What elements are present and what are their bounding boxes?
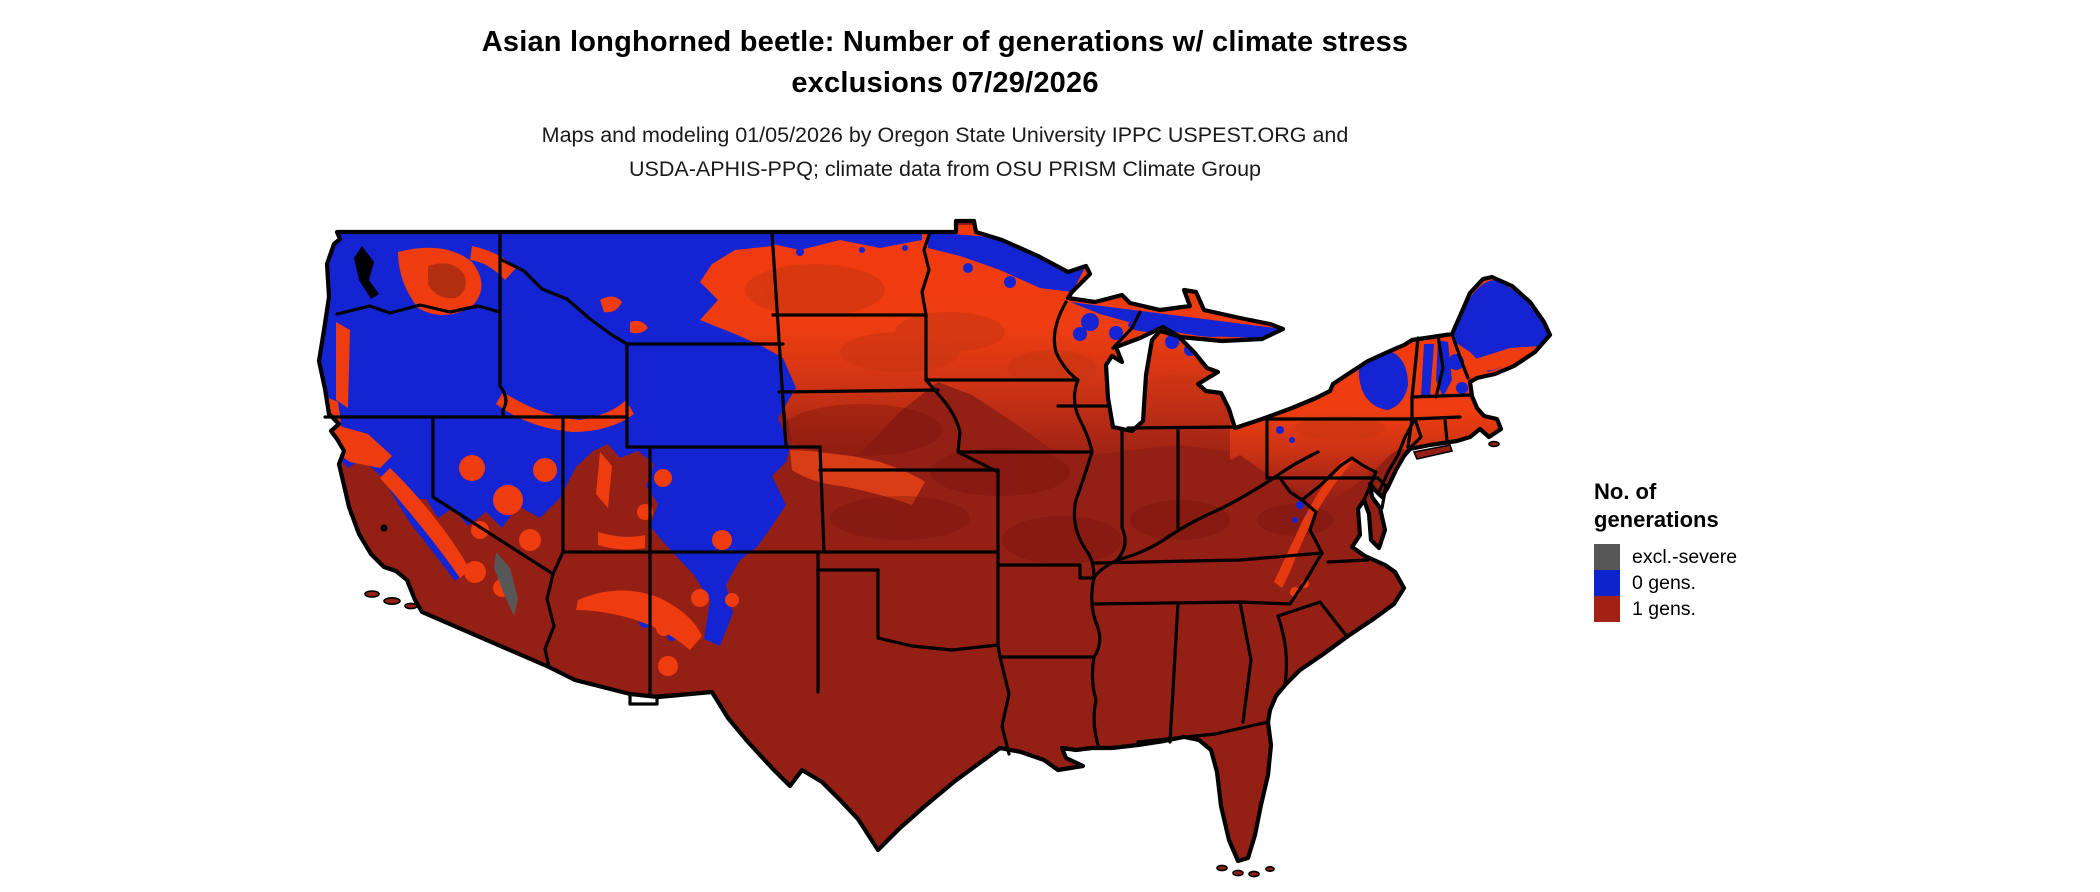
us-land-outline bbox=[316, 218, 1553, 864]
puget-sound bbox=[354, 246, 379, 299]
subtitle-line1: Maps and modeling 01/05/2026 by Oregon S… bbox=[541, 123, 1349, 147]
state-borders bbox=[323, 230, 1472, 756]
legend-title-line1: No. of bbox=[1594, 479, 1657, 504]
legend-item-1-gens: 1 gens. bbox=[1594, 596, 1814, 622]
legend-label-0-gens: 0 gens. bbox=[1632, 571, 1696, 594]
legend-item-excl-severe: excl.-severe bbox=[1594, 544, 1814, 570]
map-legend: No. of generations excl.-severe 0 gens. … bbox=[1594, 478, 1814, 622]
legend-title: No. of generations bbox=[1594, 478, 1814, 534]
transition-patches-west bbox=[324, 246, 739, 676]
legend-label-excl-severe: excl.-severe bbox=[1632, 545, 1738, 568]
channel-island bbox=[404, 602, 418, 610]
legend-swatch-1-gens bbox=[1594, 596, 1620, 622]
channel-island bbox=[364, 590, 380, 598]
page-title-line1: Asian longhorned beetle: Number of gener… bbox=[481, 26, 1409, 58]
legend-swatch-0-gens bbox=[1594, 570, 1620, 596]
colorado-plains-orange bbox=[790, 450, 925, 505]
hillshade-maroon bbox=[782, 404, 1333, 564]
islands bbox=[364, 440, 1500, 878]
header: Asian longhorned beetle: Number of gener… bbox=[340, 22, 1550, 186]
florida-key bbox=[1265, 865, 1275, 872]
florida-key bbox=[1216, 864, 1228, 872]
legend-items: excl.-severe 0 gens. 1 gens. bbox=[1594, 544, 1814, 622]
long-island bbox=[1412, 444, 1454, 460]
excluded-severe-area bbox=[494, 552, 518, 616]
legend-title-line2: generations bbox=[1594, 507, 1719, 532]
florida-key bbox=[1248, 870, 1260, 878]
page-title-line2: exclusions 07/29/2026 bbox=[791, 67, 1099, 99]
legend-swatch-excl-severe bbox=[1594, 544, 1620, 570]
florida-key bbox=[1232, 869, 1244, 877]
hillshade-orange bbox=[745, 264, 1385, 440]
subtitle-line2: USDA-APHIS-PPQ; climate data from OSU PR… bbox=[628, 157, 1262, 181]
subtitle: Maps and modeling 01/05/2026 by Oregon S… bbox=[340, 118, 1550, 186]
channel-island bbox=[383, 596, 401, 605]
legend-label-1-gens: 1 gens. bbox=[1632, 597, 1696, 620]
monterey-bay bbox=[380, 524, 388, 532]
nantucket-island bbox=[1488, 440, 1500, 448]
legend-item-0-gens: 0 gens. bbox=[1594, 570, 1814, 596]
